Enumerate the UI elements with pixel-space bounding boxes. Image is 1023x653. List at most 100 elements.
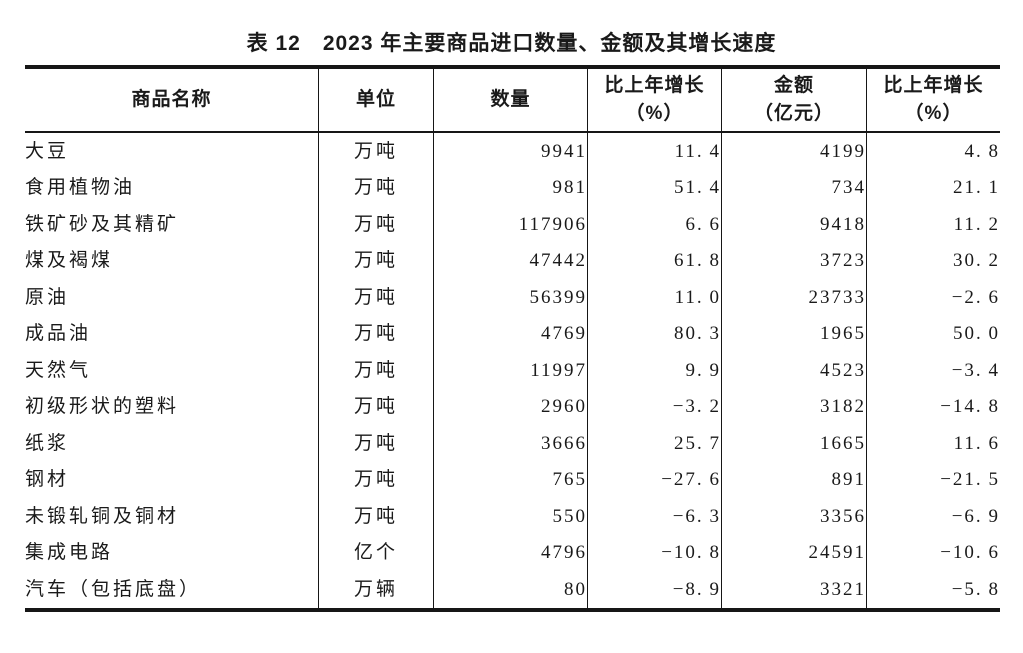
column-header-label: 比上年增长 bbox=[604, 75, 705, 97]
column-header-sublabel: （亿元） bbox=[753, 103, 834, 124]
table-caption-text: 2023 年主要商品进口数量、金额及其增长速度 bbox=[322, 32, 777, 55]
cell-amt-growth: −2. 6 bbox=[951, 286, 1000, 308]
cell-unit: 万吨 bbox=[318, 242, 434, 279]
cell-quantity: 981 bbox=[433, 169, 588, 206]
table-row: 纸浆 万吨 3666 25. 7 1665 11. 6 bbox=[25, 425, 1000, 462]
cell-qty-growth: 61. 8 bbox=[587, 242, 722, 279]
cell-amount: 3356 bbox=[721, 498, 867, 535]
cell-name: 铁矿砂及其精矿 bbox=[25, 206, 319, 243]
table-caption: 表 12 2023 年主要商品进口数量、金额及其增长速度 bbox=[0, 0, 1023, 57]
cell-quantity: 4796 bbox=[433, 534, 588, 571]
column-header-amount: 金额 （亿元） bbox=[721, 67, 867, 132]
cell-amount: 1965 bbox=[721, 315, 867, 352]
cell-amount: 891 bbox=[721, 461, 867, 498]
cell-amt-growth: −6. 9 bbox=[951, 505, 1000, 527]
cell-amount: 3321 bbox=[721, 571, 867, 610]
cell-unit: 万吨 bbox=[318, 352, 434, 389]
cell-unit: 万吨 bbox=[318, 169, 434, 206]
table-row: 汽车（包括底盘） 万辆 80 −8. 9 3321 −5. 8 bbox=[25, 571, 1000, 610]
cell-amount: 734 bbox=[721, 169, 867, 206]
cell-qty-growth: −27. 6 bbox=[587, 461, 722, 498]
cell-qty-growth: 25. 7 bbox=[587, 425, 722, 462]
table-row: 钢材 万吨 765 −27. 6 891 −21. 5 bbox=[25, 461, 1000, 498]
cell-unit: 万吨 bbox=[318, 206, 434, 243]
cell-unit: 万吨 bbox=[318, 461, 434, 498]
cell-amt-growth: 11. 2 bbox=[953, 213, 1000, 235]
imports-table: 商品名称 单位 数量 比上年增长 （%） 金额 （亿元） 比上年增长 （%） 大豆 万吨 9941 1… bbox=[25, 65, 1000, 612]
column-header-unit: 单位 bbox=[318, 67, 434, 132]
cell-amt-growth: 30. 2 bbox=[952, 250, 1000, 272]
cell-name: 煤及褐煤 bbox=[25, 242, 319, 279]
table-header: 商品名称 单位 数量 比上年增长 （%） 金额 （亿元） 比上年增长 （%） bbox=[25, 67, 1000, 132]
cell-amt-growth: −14. 8 bbox=[940, 396, 1000, 418]
cell-amt-growth: 21. 1 bbox=[952, 177, 1000, 199]
column-header-label: 单位 bbox=[355, 89, 396, 111]
column-header-label: 数量 bbox=[490, 89, 531, 111]
cell-name: 原油 bbox=[25, 279, 319, 316]
cell-amount: 3182 bbox=[721, 388, 867, 425]
cell-amount: 4199 bbox=[721, 132, 867, 170]
cell-quantity: 47442 bbox=[433, 242, 588, 279]
column-header-qty-growth: 比上年增长 （%） bbox=[587, 67, 722, 132]
cell-amount: 9418 bbox=[721, 206, 867, 243]
cell-quantity: 2960 bbox=[433, 388, 588, 425]
cell-amount: 1665 bbox=[721, 425, 867, 462]
column-header-sublabel: （%） bbox=[625, 103, 684, 124]
cell-name: 天然气 bbox=[25, 352, 319, 389]
cell-qty-growth: 80. 3 bbox=[587, 315, 722, 352]
column-header-label: 商品名称 bbox=[131, 89, 212, 111]
cell-name: 集成电路 bbox=[25, 534, 319, 571]
cell-unit: 万吨 bbox=[318, 425, 434, 462]
column-header-name: 商品名称 bbox=[25, 67, 319, 132]
column-header-sublabel: （%） bbox=[904, 103, 963, 124]
cell-quantity: 9941 bbox=[433, 132, 588, 170]
cell-name: 初级形状的塑料 bbox=[25, 388, 319, 425]
cell-name: 汽车（包括底盘） bbox=[25, 571, 319, 610]
header-row: 商品名称 单位 数量 比上年增长 （%） 金额 （亿元） 比上年增长 （%） bbox=[25, 67, 1000, 132]
cell-amount: 24591 bbox=[721, 534, 867, 571]
cell-quantity: 56399 bbox=[433, 279, 588, 316]
cell-unit: 亿个 bbox=[318, 534, 434, 571]
cell-qty-growth: 11. 0 bbox=[587, 279, 722, 316]
cell-unit: 万吨 bbox=[318, 498, 434, 535]
cell-amt-growth: −21. 5 bbox=[940, 469, 1000, 491]
cell-amount: 3723 bbox=[721, 242, 867, 279]
table-row: 原油 万吨 56399 11. 0 23733 −2. 6 bbox=[25, 279, 1000, 316]
cell-quantity: 11997 bbox=[433, 352, 588, 389]
cell-qty-growth: −6. 3 bbox=[587, 498, 722, 535]
cell-name: 食用植物油 bbox=[25, 169, 319, 206]
cell-name: 未锻轧铜及铜材 bbox=[25, 498, 319, 535]
cell-unit: 万吨 bbox=[318, 132, 434, 170]
cell-qty-growth: −3. 2 bbox=[587, 388, 722, 425]
table-row: 初级形状的塑料 万吨 2960 −3. 2 3182 −14. 8 bbox=[25, 388, 1000, 425]
cell-quantity: 550 bbox=[433, 498, 588, 535]
column-header-label: 金额 bbox=[773, 75, 814, 97]
table-row: 天然气 万吨 11997 9. 9 4523 −3. 4 bbox=[25, 352, 1000, 389]
cell-unit: 万吨 bbox=[318, 279, 434, 316]
cell-amt-growth: −10. 6 bbox=[940, 542, 1000, 564]
cell-name: 成品油 bbox=[25, 315, 319, 352]
cell-amount: 4523 bbox=[721, 352, 867, 389]
cell-qty-growth: −8. 9 bbox=[587, 571, 722, 610]
cell-qty-growth: 9. 9 bbox=[587, 352, 722, 389]
cell-quantity: 4769 bbox=[433, 315, 588, 352]
cell-name: 纸浆 bbox=[25, 425, 319, 462]
cell-name: 大豆 bbox=[25, 132, 319, 170]
cell-unit: 万辆 bbox=[318, 571, 434, 610]
cell-qty-growth: 11. 4 bbox=[587, 132, 722, 170]
table-row: 食用植物油 万吨 981 51. 4 734 21. 1 bbox=[25, 169, 1000, 206]
cell-amt-growth: −5. 8 bbox=[951, 578, 1000, 600]
cell-amount: 23733 bbox=[721, 279, 867, 316]
cell-unit: 万吨 bbox=[318, 315, 434, 352]
cell-name: 钢材 bbox=[25, 461, 319, 498]
column-header-amt-growth: 比上年增长 （%） bbox=[867, 67, 1001, 132]
column-header-label: 比上年增长 bbox=[883, 75, 984, 97]
column-header-quantity: 数量 bbox=[433, 67, 588, 132]
cell-quantity: 3666 bbox=[433, 425, 588, 462]
cell-amt-growth: 50. 0 bbox=[952, 323, 1000, 345]
cell-amt-growth: −3. 4 bbox=[951, 359, 1000, 381]
cell-amt-growth: 4. 8 bbox=[964, 140, 1000, 162]
cell-unit: 万吨 bbox=[318, 388, 434, 425]
cell-qty-growth: 51. 4 bbox=[587, 169, 722, 206]
